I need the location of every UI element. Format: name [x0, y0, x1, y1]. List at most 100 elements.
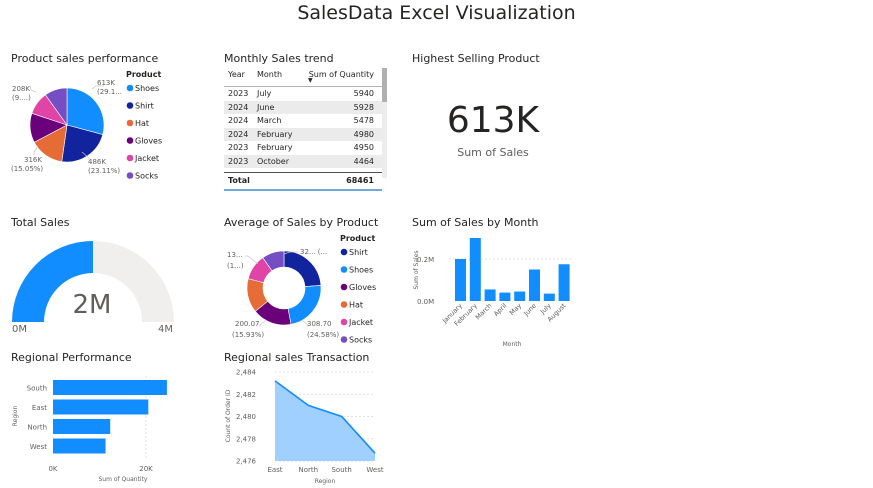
- transaction-x-axis-title: Region: [315, 478, 336, 485]
- pie-legend-dot-jacket: [126, 154, 134, 162]
- pie-slice-shirt[interactable]: [61, 124, 104, 163]
- total-label: Total: [228, 176, 250, 185]
- donut-legend-item-hat[interactable]: Hat: [349, 301, 363, 310]
- product-pie-chart[interactable]: 613K (29.1... 208K (9....) 486K (23.11%)…: [0, 64, 180, 189]
- table-cell-quantity: 5940: [353, 89, 374, 98]
- table-cell-month: October: [257, 156, 290, 166]
- donut-chart-title: Average of Sales by Product: [224, 216, 379, 229]
- donut-legend-dot-gloves: [340, 283, 348, 291]
- pie-slice-socks[interactable]: [45, 87, 68, 126]
- table-row[interactable]: 2024 March 5478: [224, 114, 382, 128]
- column-header-sum-of-quantity[interactable]: Sum of Quantity: [308, 70, 374, 79]
- donut-legend-item-shoes[interactable]: Shoes: [349, 266, 373, 275]
- transaction-chart-title: Regional sales Transaction: [224, 351, 370, 364]
- pie-legend-item-socks[interactable]: Socks: [135, 172, 158, 181]
- table-cell-month: June: [257, 102, 275, 112]
- pie-legend-dot-hat: [126, 119, 134, 127]
- sales-by-month-chart[interactable]: Sum of Sales 0.2M 0.0M JanuaryFebruaryMa…: [405, 228, 585, 352]
- region-bar-north[interactable]: [53, 419, 111, 434]
- month-bar-august[interactable]: [558, 264, 570, 301]
- transaction-y-axis-title: Count of Order ID: [225, 389, 232, 442]
- donut-legend-dot-jacket: [340, 318, 348, 326]
- pie-legend-dot-gloves: [126, 137, 134, 144]
- column-header-month[interactable]: Month: [257, 70, 283, 79]
- transaction-y-tick: 2,482: [236, 391, 256, 399]
- pie-label-socks-pct: (9....): [12, 94, 31, 102]
- pie-label-hat: 316K: [24, 156, 42, 164]
- donut-label-socks: 13...: [227, 251, 243, 259]
- table-scrollbar-track[interactable]: [382, 68, 387, 178]
- transaction-y-tick: 2,476: [236, 458, 257, 466]
- sort-desc-icon[interactable]: ▼: [308, 77, 313, 84]
- gauge-value: 2M: [72, 290, 112, 320]
- month-bar-january[interactable]: [455, 259, 466, 301]
- donut-legend-item-gloves[interactable]: Gloves: [349, 283, 376, 292]
- month-bar-march[interactable]: [484, 289, 496, 301]
- regional-x-axis-title: Sum of Quantity: [99, 476, 148, 483]
- pie-label-socks: 208K: [12, 85, 30, 93]
- report-title: SalesData Excel Visualization: [297, 2, 576, 24]
- table-scrollbar-thumb[interactable]: [382, 68, 387, 102]
- month-bar-may[interactable]: [514, 291, 526, 301]
- table-cell-quantity: 5928: [353, 102, 374, 112]
- pie-chart-title: Product sales performance: [11, 52, 159, 65]
- product-donut-chart[interactable]: 32... (... 13... (1...) 200.07 (15.93%) …: [218, 228, 388, 348]
- table-row[interactable]: 2024 June 5928: [224, 100, 382, 114]
- table-cell-year: 2024: [228, 116, 249, 125]
- donut-legend-dot-shoes: [340, 266, 348, 273]
- table-cell-year: 2024: [228, 102, 249, 112]
- regional-transaction-chart[interactable]: Count of Order ID 2,484 2,482 2,480 2,478 2,…: [220, 366, 390, 486]
- transaction-y-tick: 2,478: [236, 435, 256, 443]
- regional-x-tick-0k: 0K: [48, 465, 57, 473]
- table-row[interactable]: 2023 October 4464: [224, 154, 382, 168]
- month-bar-july[interactable]: [543, 293, 555, 301]
- region-tick-label: East: [32, 404, 47, 412]
- month-bar-june[interactable]: [529, 269, 540, 302]
- region-bar-south[interactable]: [53, 380, 167, 395]
- pie-slice-shoes[interactable]: [66, 87, 105, 135]
- donut-legend-item-shirt[interactable]: Shirt: [349, 248, 368, 257]
- pie-legend-item-jacket[interactable]: Jacket: [134, 154, 159, 163]
- donut-slice-shoes[interactable]: [287, 285, 322, 325]
- total-sales-gauge[interactable]: [8, 240, 178, 326]
- month-bar-february[interactable]: [469, 238, 481, 301]
- transaction-x-tick-north: North: [299, 466, 319, 474]
- monthly-x-axis-title: Month: [503, 341, 522, 348]
- month-bar-april[interactable]: [499, 292, 511, 301]
- month-tick-label: April: [492, 302, 508, 318]
- transaction-x-tick-east: East: [267, 466, 282, 474]
- donut-legend-dot-socks: [340, 336, 348, 343]
- donut-legend-item-socks[interactable]: Socks: [349, 336, 372, 345]
- donut-label-socks-pct: (1...): [227, 262, 244, 270]
- region-bar-west[interactable]: [53, 438, 106, 454]
- transaction-x-tick-south: South: [331, 466, 351, 474]
- table-cell-month: February: [257, 143, 293, 152]
- transaction-y-tick: 2,484: [236, 369, 257, 377]
- region-tick-label: West: [30, 443, 47, 451]
- pie-legend-item-gloves[interactable]: Gloves: [135, 137, 162, 146]
- monthly-y-axis-title: Sum of Sales: [413, 250, 420, 289]
- donut-label-hat-pct: (15.93%): [232, 331, 264, 339]
- donut-slice-socks[interactable]: [262, 250, 285, 272]
- table-cell-year: 2023: [228, 156, 249, 166]
- region-bar-east[interactable]: [53, 399, 149, 415]
- pie-legend-item-hat[interactable]: Hat: [135, 119, 149, 128]
- regional-performance-chart[interactable]: Region South East North West 0K 20K Sum of …: [8, 372, 188, 484]
- gauge-fill: [12, 241, 93, 322]
- gauge-max-label: 4M: [158, 324, 173, 335]
- pie-legend-item-shoes[interactable]: Shoes: [135, 84, 159, 93]
- table-row[interactable]: 2023 July 5940: [224, 87, 382, 101]
- donut-slice-shirt[interactable]: [283, 250, 322, 287]
- gauge-title: Total Sales: [11, 216, 70, 229]
- table-row[interactable]: 2024 February 4980: [224, 127, 382, 141]
- monthly-sales-table[interactable]: Year Month Sum of Quantity ▼ 2023 July 594…: [224, 66, 382, 191]
- pie-label-shirt: 486K: [88, 158, 106, 166]
- table-row[interactable]: 2023 February 4950: [224, 141, 382, 155]
- table-cell-year: 2023: [228, 89, 249, 98]
- pie-legend-item-shirt[interactable]: Shirt: [135, 102, 154, 111]
- kpi-label: Sum of Sales: [457, 146, 529, 159]
- column-header-year[interactable]: Year: [228, 70, 245, 79]
- region-tick-label: South: [27, 385, 47, 393]
- donut-legend-item-jacket[interactable]: Jacket: [348, 318, 373, 327]
- table-cell-quantity: 5478: [353, 116, 374, 125]
